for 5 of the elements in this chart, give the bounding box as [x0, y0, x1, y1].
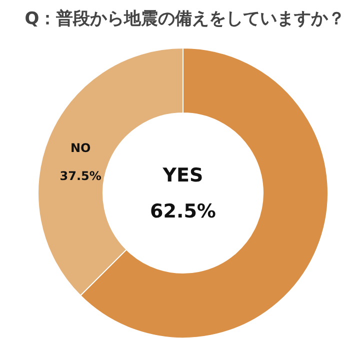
data-label: 62.5%: [150, 200, 216, 223]
slice-label: YES: [162, 164, 204, 187]
chart-title: Q：普段から地震の備えをしていますか？: [24, 8, 346, 29]
data-label: 37.5%: [60, 168, 102, 183]
slice-label: NO: [70, 140, 91, 155]
